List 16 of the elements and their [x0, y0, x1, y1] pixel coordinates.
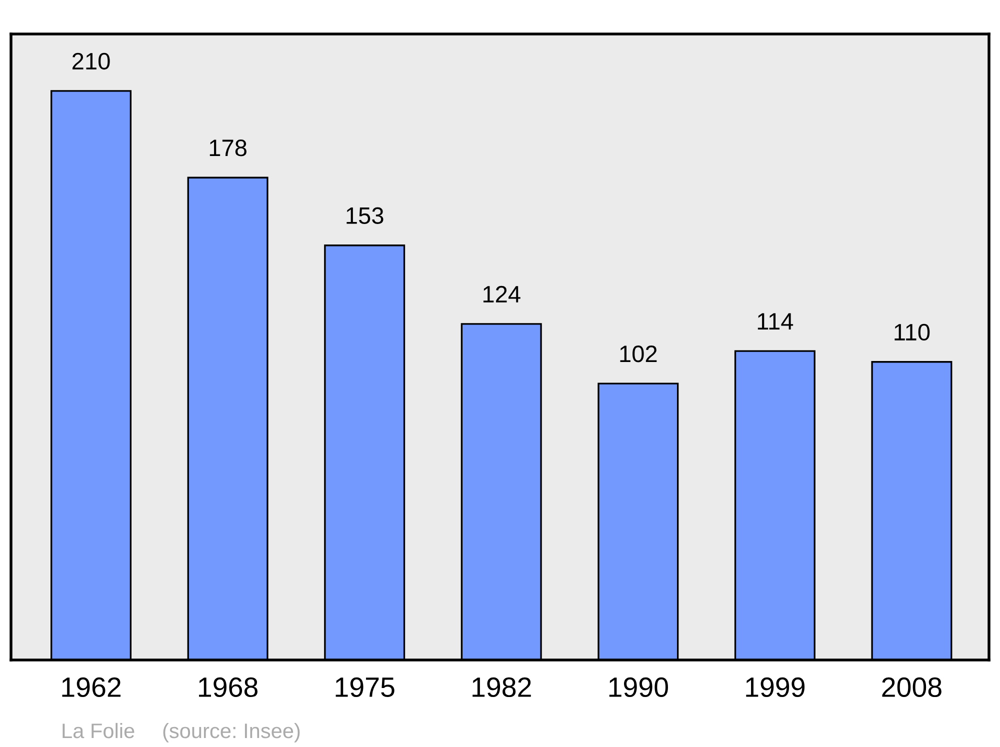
x-tick-label: 1975	[336, 677, 394, 698]
data-label: 178	[210, 140, 246, 156]
data-label: 124	[483, 286, 520, 302]
x-tick-label: 1962	[62, 677, 121, 698]
data-label: 153	[346, 207, 384, 224]
x-tick-label: 1990	[609, 677, 668, 698]
x-tick-label: 1999	[746, 677, 805, 698]
text: La Folie	[62, 722, 134, 738]
data-label: 102	[620, 346, 657, 362]
x-tick-label: 1968	[199, 677, 258, 698]
x-tick-label: 2008	[882, 677, 942, 698]
x-tick-label: 1982	[472, 677, 531, 698]
data-label: 110	[894, 324, 930, 341]
text: (source: Insee)	[163, 722, 300, 742]
data-label: 210	[72, 52, 110, 70]
data-label: 114	[758, 313, 794, 330]
